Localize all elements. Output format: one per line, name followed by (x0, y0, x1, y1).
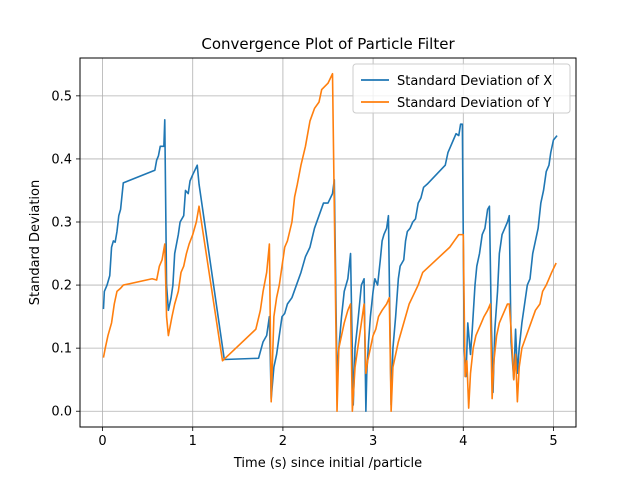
ticks: 0 1 2 3 4 5 0.0 0.1 0.2 0.3 0.4 0.5 (51, 89, 557, 449)
y-tick-label: 0.5 (51, 89, 72, 104)
grid (80, 58, 576, 427)
x-tick-label: 3 (369, 434, 377, 449)
y-tick-label: 0.0 (51, 405, 72, 420)
y-axis-label: Standard Deviation (28, 180, 43, 305)
y-tick-label: 0.3 (51, 216, 72, 231)
y-tick-label: 0.1 (51, 342, 72, 357)
plot-frame (79, 57, 577, 428)
chart-title: Convergence Plot of Particle Filter (201, 35, 455, 53)
x-tick-label: 2 (279, 434, 287, 449)
series-layer (102, 72, 558, 413)
legend: Standard Deviation of X Standard Deviatio… (352, 63, 571, 114)
x-tick-label: 1 (189, 434, 197, 449)
series-line-1 (102, 72, 557, 413)
y-tick-label: 0.2 (51, 279, 72, 294)
legend-label: Standard Deviation of Y (397, 96, 551, 111)
legend-label: Standard Deviation of X (397, 74, 552, 89)
series-line-0 (102, 119, 558, 413)
legend-box (352, 63, 571, 114)
x-tick-label: 0 (98, 434, 106, 449)
x-axis-label: Time (s) since initial /particle (233, 456, 422, 471)
x-tick-label: 5 (549, 434, 557, 449)
y-tick-label: 0.4 (51, 152, 72, 167)
x-tick-label: 4 (459, 434, 467, 449)
